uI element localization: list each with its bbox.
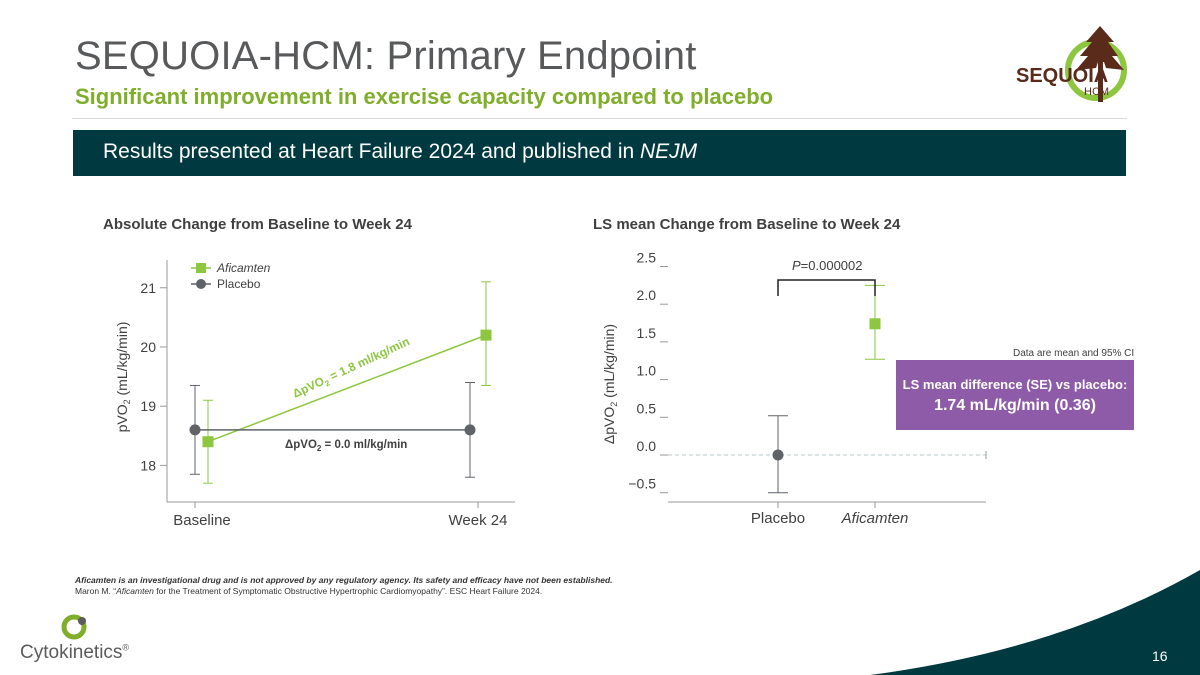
chart2-x-tick-label: Aficamten <box>841 510 909 527</box>
legend-aficamten-marker <box>196 263 206 273</box>
chart2-y-tick-label: −0.5 <box>628 476 656 492</box>
chart1-x-tick-label: Week 24 <box>449 512 508 529</box>
logo-name: SEQUOIA <box>1016 65 1108 87</box>
chart1-placebo-point <box>464 424 476 436</box>
page-subtitle: Significant improvement in exercise capa… <box>75 84 774 109</box>
chart1-placebo-point <box>189 424 201 436</box>
page-number: 16 <box>1152 648 1168 664</box>
chart2-title: LS mean Change from Baseline to Week 24 <box>593 216 901 233</box>
chart1-aficamten-point <box>202 436 214 448</box>
chart1-title: Absolute Change from Baseline to Week 24 <box>103 216 412 233</box>
legend-placebo-label: Placebo <box>217 277 261 291</box>
results-banner: Results presented at Heart Failure 2024 … <box>73 130 1126 176</box>
callout-box <box>896 360 1134 430</box>
data-note: Data are mean and 95% CI <box>1013 348 1134 359</box>
tree-icon <box>1076 26 1124 102</box>
chart1-placebo-delta-label: ΔpVO2 = 0.0 ml/kg/min <box>285 439 407 453</box>
chart2-x-tick-label: Placebo <box>751 510 805 527</box>
chart2-y-tick-label: 0.0 <box>637 438 657 454</box>
legend-aficamten-label: Aficamten <box>216 261 271 275</box>
chart1-y-tick-label: 19 <box>140 398 156 414</box>
page-title: SEQUOIA-HCM: Primary Endpoint <box>75 34 697 78</box>
chart1-aficamten-line <box>207 334 487 443</box>
legend-placebo-marker <box>196 279 206 289</box>
disclaimer-footnote: Aficamten is an investigational drug and… <box>75 575 613 585</box>
chart2-y-tick-label: 0.5 <box>637 400 657 416</box>
chart1-aficamten-point <box>480 329 492 341</box>
cytokinetics-logo: Cytokinetics® <box>20 612 140 667</box>
callout-line-1: LS mean difference (SE) vs placebo: <box>903 377 1128 392</box>
reference-footnote: Maron M. “Aficamten for the Treatment of… <box>75 586 543 596</box>
divider <box>72 118 1127 119</box>
chart2-placebo-point <box>772 449 784 461</box>
chart1-legend: Aficamten Placebo <box>191 261 271 291</box>
p-value-label: P=0.000002 <box>792 258 863 273</box>
callout-line-2: 1.74 mL/kg/min (0.36) <box>934 397 1096 414</box>
sequoia-logo: SEQUOIA HCM <box>1016 26 1127 102</box>
chart2-aficamten-point <box>869 318 881 330</box>
banner-text-main: Results presented at Heart Failure 2024 … <box>103 140 640 163</box>
chart1-y-tick-label: 18 <box>140 457 156 473</box>
brand-name: Cytokinetics® <box>20 642 130 663</box>
chart2-y-tick-label: 2.0 <box>637 287 657 303</box>
chart2-y-tick-label: 1.5 <box>637 325 657 341</box>
p-value-bracket <box>777 279 876 296</box>
chart1-y-tick-label: 21 <box>140 280 156 296</box>
chart1-x-tick-label: Baseline <box>173 512 231 529</box>
banner-text-journal: NEJM <box>640 140 698 163</box>
banner-text: Results presented at Heart Failure 2024 … <box>103 140 697 164</box>
logo-sub: HCM <box>1084 86 1109 98</box>
chart2-y-tick-label: 2.5 <box>637 250 657 266</box>
chart2-y-tick-label: 1.0 <box>637 363 657 379</box>
chart1-y-tick-label: 20 <box>140 339 156 355</box>
cytokinetics-mark-icon <box>61 614 87 640</box>
